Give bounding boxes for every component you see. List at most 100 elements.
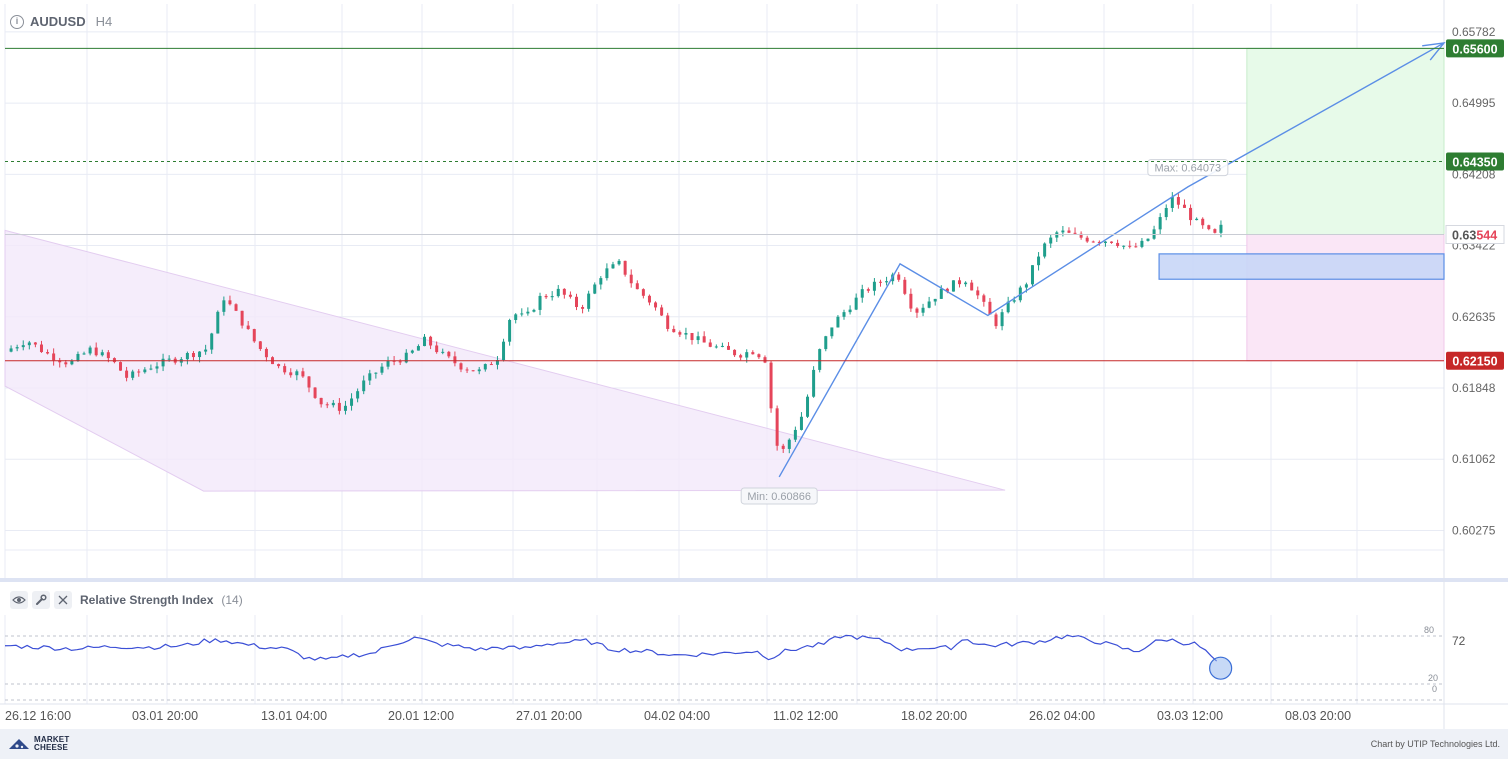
bear-candle (629, 274, 633, 284)
bear-candle (325, 404, 329, 406)
indicator-name: Relative Strength Index (80, 593, 214, 607)
bull-candle (1219, 224, 1223, 233)
bear-candle (137, 371, 141, 373)
time-tick-label: 26.02 04:00 (1029, 709, 1095, 723)
info-icon[interactable]: i (10, 14, 24, 29)
bear-candle (246, 325, 250, 330)
bull-candle (1195, 218, 1199, 221)
bull-candle (939, 288, 943, 299)
bear-candle (234, 304, 238, 311)
bull-candle (806, 396, 810, 417)
bear-candle (429, 336, 433, 346)
bear-candle (228, 300, 232, 305)
bear-candle (702, 336, 706, 343)
bull-candle (343, 405, 347, 411)
bear-candle (392, 360, 396, 362)
bull-candle (88, 347, 92, 354)
bull-candle (556, 288, 560, 297)
bull-candle (1140, 240, 1144, 247)
bear-candle (258, 341, 262, 349)
time-tick-label: 20.01 12:00 (388, 709, 454, 723)
chart-credit: Chart by UTIP Technologies Ltd. (1370, 739, 1500, 749)
bull-candle (848, 309, 852, 313)
bear-candle (909, 293, 913, 309)
bull-candle (185, 353, 189, 360)
bull-candle (350, 398, 354, 406)
chart-drawings[interactable]: Max: 0.64073 Min: 0.60866 (740, 42, 1446, 505)
bear-candle (33, 342, 37, 345)
bear-candle (739, 355, 743, 358)
bear-candle (763, 357, 767, 363)
bear-candle (982, 295, 986, 302)
bull-candle (587, 293, 591, 309)
bear-candle (690, 332, 694, 341)
bull-candle (532, 309, 536, 312)
bear-candle (1067, 230, 1071, 233)
bull-candle (1049, 237, 1053, 244)
bull-candle (593, 284, 597, 294)
wrench-icon[interactable] (32, 591, 50, 609)
bull-candle (9, 348, 13, 352)
bear-candle (623, 260, 627, 275)
bear-candle (39, 344, 43, 353)
bull-candle (508, 319, 512, 342)
bear-candle (398, 361, 402, 363)
bear-candle (581, 307, 585, 309)
bull-candle (477, 369, 481, 372)
time-tick-label: 04.02 04:00 (644, 709, 710, 723)
bull-candle (356, 391, 360, 399)
timeframe-label[interactable]: H4 (95, 14, 113, 29)
bull-candle (380, 366, 384, 373)
bull-candle (167, 358, 171, 360)
bull-candle (550, 296, 554, 298)
symbol-label: AUDUSD (30, 14, 86, 29)
bull-candle (222, 300, 226, 312)
rsi-level-label: 80 (1424, 625, 1434, 635)
bear-candle (1201, 218, 1205, 226)
bear-candle (988, 301, 992, 315)
bull-candle (1024, 284, 1028, 288)
bear-candle (319, 397, 323, 405)
bull-candle (684, 332, 688, 335)
bull-candle (1012, 300, 1016, 302)
bear-candle (277, 364, 281, 367)
bull-candle (611, 264, 615, 269)
eye-icon[interactable] (10, 591, 28, 609)
bull-candle (872, 281, 876, 291)
bear-candle (970, 282, 974, 291)
price-level-label: 0.62150 (1452, 355, 1497, 369)
close-icon[interactable] (54, 591, 72, 609)
bear-candle (489, 364, 493, 366)
price-level-tag (1446, 39, 1504, 58)
bull-candle (362, 380, 366, 392)
time-tick-label: 26.12 16:00 (5, 709, 71, 723)
bear-candle (678, 332, 682, 335)
bear-candle (459, 363, 463, 370)
current-price-prefix: 0.63 (1452, 229, 1476, 243)
bull-candle (416, 346, 420, 351)
bear-candle (252, 329, 256, 342)
time-tick-label: 18.02 20:00 (901, 709, 967, 723)
bear-candle (301, 371, 305, 377)
bear-candle (757, 354, 761, 358)
bull-candle (100, 352, 104, 356)
bull-candle (155, 366, 159, 369)
bear-candle (1134, 246, 1138, 248)
bear-candle (635, 283, 639, 290)
bull-candle (204, 349, 208, 352)
bear-candle (447, 351, 451, 357)
bull-candle (720, 345, 724, 347)
bull-candle (885, 281, 889, 283)
logo-text: MARKET CHEESE (34, 735, 70, 752)
rsi-line (4, 634, 1218, 662)
bull-candle (161, 358, 165, 367)
bear-candle (94, 347, 98, 356)
price-tick-label: 0.65782 (1452, 25, 1496, 39)
bull-candle (1037, 256, 1041, 266)
bull-candle (830, 327, 834, 337)
bear-candle (976, 290, 980, 296)
footer-bar (0, 729, 1508, 759)
bull-candle (149, 368, 153, 370)
bull-candle (295, 371, 299, 376)
